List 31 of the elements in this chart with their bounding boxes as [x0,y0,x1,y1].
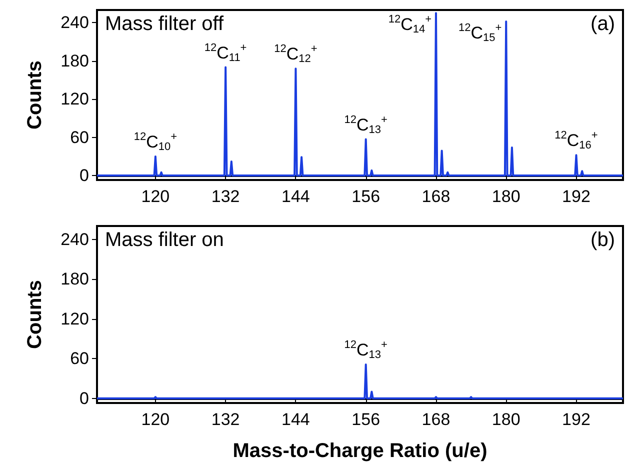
x-tick-label: 192 [562,187,590,206]
annotation: (a) [590,13,616,35]
x-tick-label: 156 [352,187,380,206]
y-tick-label: 120 [60,309,89,328]
y-tick-label: 60 [70,349,89,368]
x-tick-label: 144 [282,187,310,206]
annotation: (b) [590,229,616,251]
x-tick-label: 168 [422,187,450,206]
y-axis-title: Counts [24,280,46,349]
x-tick-label: 132 [211,410,240,429]
annotation: Mass filter on [105,229,224,251]
x-tick-label: 180 [492,410,520,429]
x-tick-label: 144 [282,410,310,429]
y-tick-label: 180 [60,51,89,70]
y-tick-label: 240 [60,230,89,249]
y-axis-title: Counts [24,60,46,130]
x-tick-label: 156 [352,410,380,429]
x-tick-label: 120 [141,187,170,206]
y-tick-label: 60 [70,128,89,147]
x-tick-label: 192 [562,410,590,429]
y-tick-label: 120 [60,90,89,109]
y-tick-label: 0 [80,166,89,186]
annotation: Mass filter off [105,13,224,35]
x-tick-label: 120 [141,410,170,429]
y-tick-label: 0 [80,388,89,408]
x-tick-label: 180 [492,187,520,206]
y-tick-label: 240 [60,13,89,32]
x-tick-label: 132 [211,187,240,206]
x-tick-label: 168 [422,410,450,429]
x-axis-title: Mass-to-Charge Ratio (u/e) [232,440,488,462]
y-tick-label: 180 [60,270,89,289]
